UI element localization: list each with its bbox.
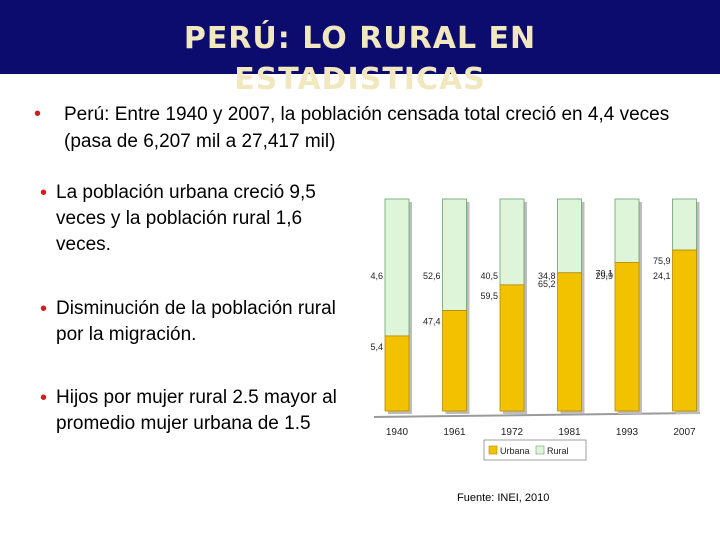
label-rural-2007: 24,1 [653, 271, 671, 281]
label-urbana-2007: 75,9 [653, 256, 671, 266]
bullet-icon: • [34, 103, 42, 125]
tick-label-2007: 2007 [673, 427, 696, 438]
bar-rural-1981 [557, 198, 582, 274]
slide-title: PERÚ: LO RURAL EN ESTADISTICAS [183, 21, 537, 97]
urban-rural-chart: 35,4 64,6 1940 47,4 52,6 1961 59,5 40,5 1972 65,2… [370, 198, 701, 461]
bar-rural-1972 [499, 198, 525, 286]
label-urbana-1993: 70,1 [595, 268, 613, 278]
tick-label-1981: 1981 [558, 427, 581, 438]
bar-rural-2007 [672, 198, 697, 251]
title-banner [0, 0, 720, 74]
tick-label-1993: 1993 [616, 427, 639, 438]
bar-rural-1961 [442, 198, 467, 311]
bullet-text: Disminución de la población rural por la… [56, 298, 336, 345]
label-urbana-1961: 47,4 [423, 317, 441, 327]
tick-label-1972: 1972 [501, 427, 524, 438]
bullet-icon: • [40, 298, 48, 320]
legend-box [483, 439, 587, 461]
bar-rural-1993 [614, 198, 640, 263]
bar-urbana-1993 [614, 261, 640, 412]
source-note: Fuente: INEI, 2010 [457, 492, 550, 504]
legend-swatch-rural [535, 445, 545, 455]
label-rural-1972: 40,5 [480, 271, 498, 281]
label-rural-1961: 52,6 [423, 271, 441, 281]
bar-rural-1940 [384, 198, 410, 337]
label-urbana-1981: 65,2 [538, 279, 556, 289]
tick-label-1961: 1961 [443, 427, 466, 438]
intro-text: : Entre 1940 y 2007, la población censad… [64, 104, 670, 152]
bar-urbana-2007 [672, 249, 697, 412]
legend-label-urbana: Urbana [500, 446, 530, 456]
bar-urbana-1961 [442, 310, 467, 412]
bar-urbana-1940 [384, 335, 410, 412]
bullet-icon: • [40, 182, 48, 204]
label-urbana-1940: 35,4 [370, 342, 383, 352]
bar-urbana-1981 [557, 272, 582, 412]
chart-baseline [373, 412, 701, 418]
label-urbana-1972: 59,5 [480, 291, 498, 301]
bullet-text: La población urbana creció 9,5 veces y l… [56, 182, 316, 255]
label-rural-1981: 34,8 [538, 271, 556, 281]
bar-urbana-1972 [499, 284, 525, 412]
bullet-icon: • [40, 387, 48, 409]
legend-swatch-urbana [488, 445, 498, 455]
label-rural-1993: 29,9 [595, 271, 613, 281]
intro-label: Perú [64, 104, 105, 125]
label-rural-1940: 64,6 [370, 271, 383, 281]
bullet-text: Hijos por mujer rural 2.5 mayor al prome… [56, 387, 337, 434]
legend-label-rural: Rural [547, 446, 569, 456]
tick-label-1940: 1940 [386, 427, 409, 438]
